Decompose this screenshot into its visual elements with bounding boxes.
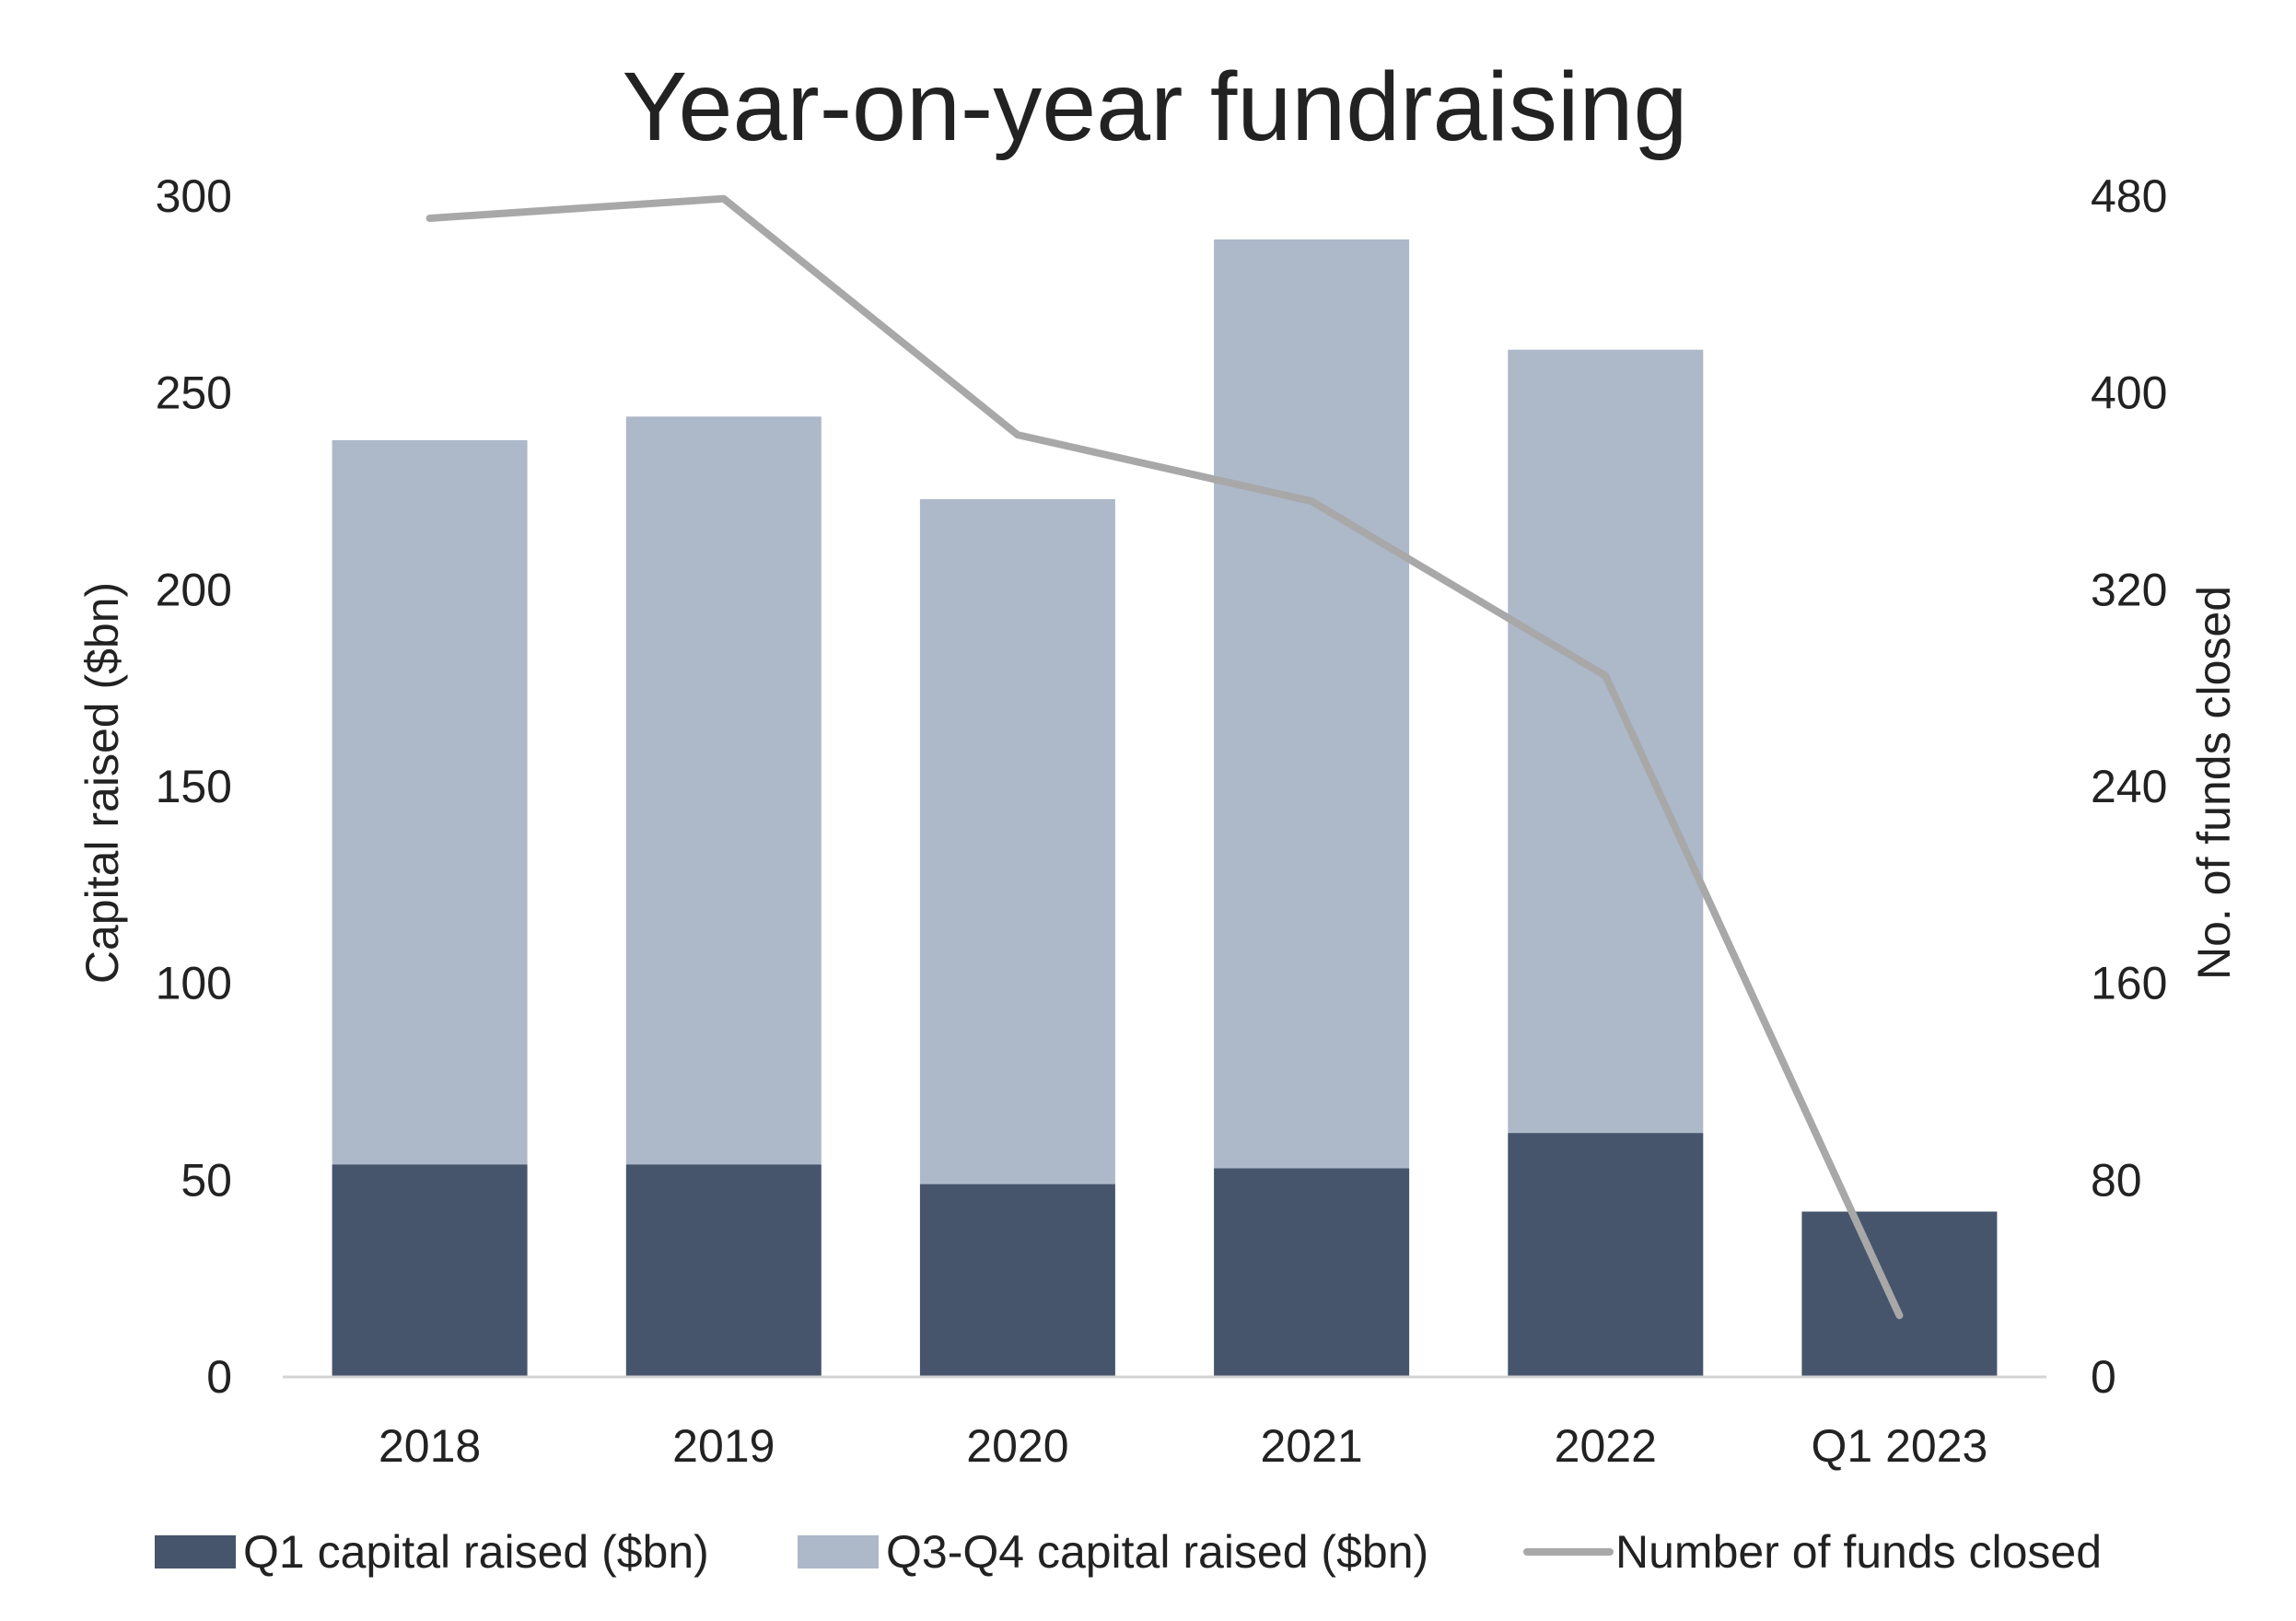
funds-closed-line — [425, 194, 1904, 1320]
x-tick-label: 2019 — [672, 1420, 775, 1472]
legend: Q1 capital raised ($bn) Q3-Q4 capital rai… — [155, 1526, 2102, 1578]
chart-title: Year-on-year fundraising — [623, 52, 1688, 161]
y-right-tick-label: 80 — [2091, 1154, 2142, 1206]
y-right-tick-label: 160 — [2091, 958, 2167, 1009]
y-left-tick-label: 100 — [156, 958, 232, 1009]
legend-swatch-q1 — [155, 1535, 236, 1569]
y-left-tick-label: 50 — [181, 1154, 232, 1206]
x-tick-label: 2021 — [1260, 1420, 1362, 1472]
bar-q1-2020 — [919, 1184, 1115, 1377]
bar-q1-2021 — [1214, 1168, 1410, 1377]
legend-swatch-q3-q4 — [798, 1535, 879, 1569]
x-tick-label: 2018 — [379, 1420, 481, 1472]
x-tick-label: 2022 — [1555, 1420, 1657, 1472]
bar-q3-q4-2018 — [332, 439, 528, 1165]
y-left-tick-label: 150 — [156, 761, 232, 812]
legend-label: Q1 capital raised ($bn) — [243, 1526, 709, 1578]
y-right-tick-label: 480 — [2091, 170, 2167, 222]
bar-q3-q4-2022 — [1508, 349, 1704, 1134]
y-left-tick-label: 250 — [156, 367, 232, 419]
line-layer — [425, 194, 1904, 1320]
y-left-tick-label: 0 — [206, 1351, 232, 1403]
y-right-tick-label: 320 — [2091, 564, 2167, 615]
y-right-tick-label: 400 — [2091, 367, 2167, 419]
ticks-layer: 0 50 100 150 200 250 300 0 80 160 240 320 400 480 2018… — [156, 170, 2168, 1472]
x-tick-label: 2020 — [966, 1420, 1068, 1472]
legend-label: Number of funds closed — [1615, 1526, 2102, 1578]
bar-q1-2019 — [625, 1164, 822, 1377]
y-right-tick-label: 0 — [2091, 1351, 2116, 1403]
bar-q3-q4-2021 — [1214, 239, 1410, 1169]
y-left-tick-label: 300 — [156, 170, 232, 222]
y-right-tick-label: 240 — [2091, 761, 2167, 812]
x-tick-label: Q1 2023 — [1811, 1420, 1987, 1472]
bar-q3-q4-2019 — [625, 416, 822, 1165]
bar-q1-2022 — [1508, 1133, 1704, 1377]
legend-label: Q3-Q4 capital raised ($bn) — [886, 1526, 1428, 1578]
bars-layer — [332, 239, 1998, 1377]
bar-q1-q1-2023 — [1801, 1211, 1998, 1377]
bar-q1-2018 — [332, 1164, 528, 1377]
y-right-axis-label: No. of funds closed — [2188, 586, 2240, 980]
y-left-axis-label: Capital raised ($bn) — [76, 582, 128, 984]
bar-q3-q4-2020 — [919, 499, 1115, 1184]
y-left-tick-label: 200 — [156, 564, 232, 615]
